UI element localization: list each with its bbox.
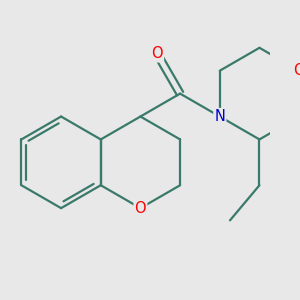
Text: O: O <box>152 46 163 62</box>
Text: N: N <box>214 109 225 124</box>
Text: O: O <box>135 201 146 216</box>
Text: O: O <box>293 63 300 78</box>
